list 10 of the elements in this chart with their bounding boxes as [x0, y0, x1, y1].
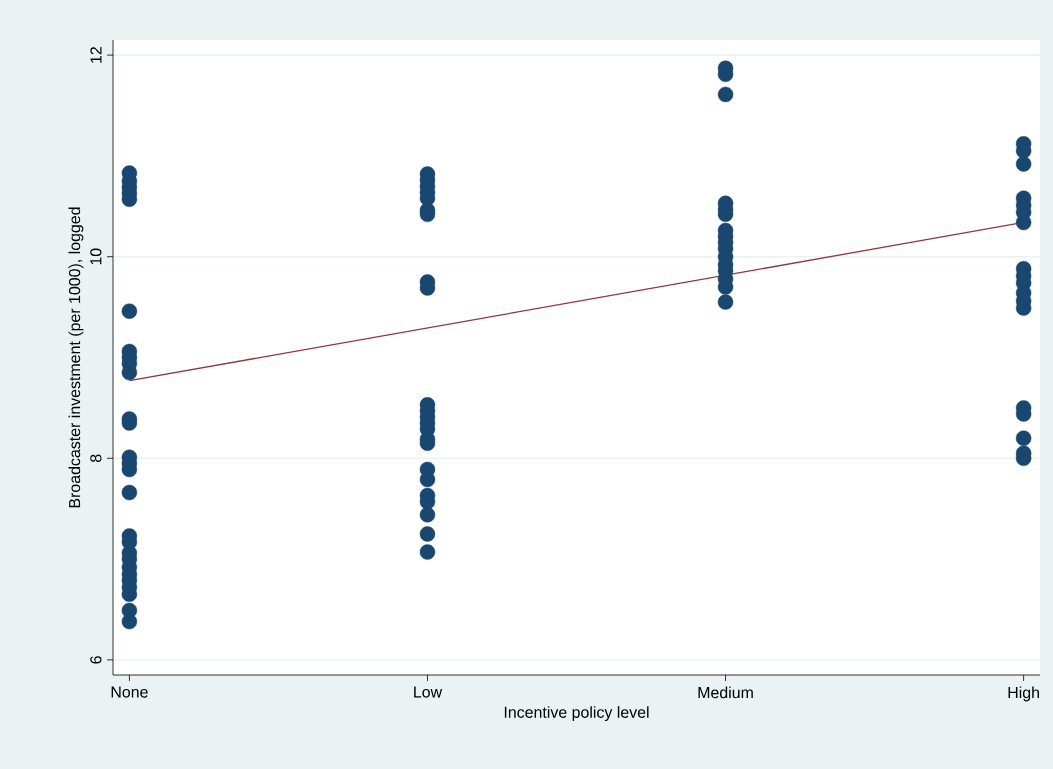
- x-tick-label: High: [1008, 686, 1039, 702]
- y-tick-label: 10: [90, 248, 102, 265]
- x-tick-label: Low: [414, 686, 443, 698]
- y-tick-label: 12: [90, 47, 102, 63]
- x-axis-title: Incentive policy level: [504, 706, 649, 722]
- x-tick-label: Medium: [698, 686, 753, 699]
- y-tick-label: 8: [90, 454, 102, 463]
- x-tick-label: None: [111, 686, 148, 698]
- y-tick-label: 6: [90, 656, 102, 664]
- y-axis-title: Broadcaster investment (per 1000), logged: [68, 207, 84, 508]
